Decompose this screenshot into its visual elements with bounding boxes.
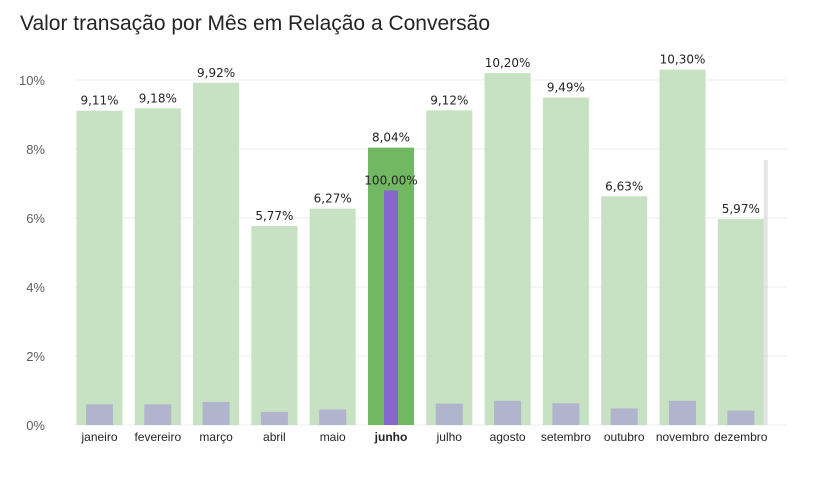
bar-maio <box>309 208 356 425</box>
data-label: 9,12% <box>430 93 468 107</box>
bar-abril <box>251 225 298 425</box>
bar-janeiro <box>76 110 123 425</box>
inner-bar-março <box>202 401 230 425</box>
data-label: 6,27% <box>314 192 352 206</box>
inner-bar-maio <box>319 409 347 425</box>
y-tick-label: 0% <box>26 418 45 433</box>
x-tick-label: dezembro <box>714 430 768 444</box>
x-tick-label: abril <box>263 430 286 444</box>
x-tick-label: maio <box>320 430 346 444</box>
y-tick-label: 6% <box>26 211 45 226</box>
x-tick-label: janeiro <box>80 430 117 444</box>
data-label: 8,04% <box>372 131 410 145</box>
data-label: 9,18% <box>139 91 177 105</box>
data-label: 9,49% <box>547 81 585 95</box>
x-tick-label: junho <box>374 430 408 444</box>
bar-shadow <box>763 160 768 425</box>
data-label: 10,30% <box>660 53 706 67</box>
bar-dezembro <box>717 219 764 425</box>
data-label-inner: 100,00% <box>364 173 417 187</box>
y-tick-label: 10% <box>19 73 45 88</box>
y-tick-label: 2% <box>26 349 45 364</box>
chart-title: Valor transação por Mês em Relação a Con… <box>20 12 491 35</box>
y-tick-label: 8% <box>26 142 45 157</box>
inner-bar-abril <box>260 411 288 425</box>
x-tick-label: novembro <box>656 430 710 444</box>
x-tick-label: fevereiro <box>134 430 181 444</box>
x-tick-label: outubro <box>604 430 645 444</box>
x-tick-label: março <box>199 430 233 444</box>
x-tick-label: julho <box>436 430 463 444</box>
bar-outubro <box>601 196 648 425</box>
bar-março <box>193 82 240 425</box>
inner-bar-julho <box>435 403 463 425</box>
data-label: 9,11% <box>80 94 118 108</box>
data-label: 5,97% <box>722 202 760 216</box>
inner-bar-outubro <box>610 408 638 425</box>
inner-bar-novembro <box>669 400 696 425</box>
inner-bar-janeiro <box>86 404 113 425</box>
inner-bar-junho <box>384 190 398 425</box>
x-tick-label: setembro <box>541 430 591 444</box>
inner-bar-agosto <box>494 400 522 425</box>
data-label: 6,63% <box>605 179 643 193</box>
data-label: 5,77% <box>255 209 293 223</box>
y-tick-label: 4% <box>26 280 45 295</box>
inner-bar-dezembro <box>727 410 755 425</box>
data-label: 9,92% <box>197 66 235 80</box>
bar-julho <box>426 110 473 426</box>
data-label: 10,20% <box>485 56 531 70</box>
bar-setembro <box>542 97 589 425</box>
x-tick-label: agosto <box>490 430 526 444</box>
inner-bar-fevereiro <box>144 404 172 425</box>
bar-novembro <box>659 69 706 426</box>
inner-bar-setembro <box>552 403 580 425</box>
bar-agosto <box>484 73 531 425</box>
bar-fevereiro <box>134 108 181 425</box>
